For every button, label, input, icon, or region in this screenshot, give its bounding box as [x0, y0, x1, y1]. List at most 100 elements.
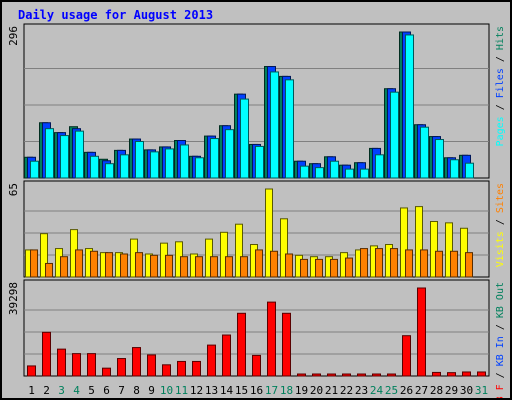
bar-kb-f-day-31: [477, 371, 486, 377]
day-label-26: 26: [400, 384, 413, 397]
bar-pages-day-29: [450, 159, 459, 179]
bar-visits-day-15: [235, 223, 243, 278]
bar-sites-day-30: [465, 252, 473, 278]
day-label-12: 12: [190, 384, 203, 397]
day-label-9: 9: [148, 384, 155, 397]
panel-top-max-label: 296: [7, 26, 20, 46]
bar-sites-day-18: [285, 253, 293, 278]
bar-sites-day-17: [270, 250, 278, 278]
bar-sites-day-8: [135, 252, 143, 278]
bar-pages-day-19: [300, 165, 309, 179]
day-label-8: 8: [133, 384, 140, 397]
bar-sites-day-1: [30, 249, 38, 278]
bar-kb-f-day-25: [387, 373, 396, 377]
bar-sites-day-6: [105, 252, 113, 278]
bar-pages-day-11: [180, 144, 189, 179]
bar-kb-f-day-1: [27, 365, 36, 377]
day-label-11: 11: [175, 384, 188, 397]
bar-kb-f-day-4: [72, 353, 81, 377]
bar-kb-f-day-3: [57, 348, 66, 377]
bar-kb-f-day-19: [297, 373, 306, 377]
bar-pages-day-27: [420, 126, 429, 179]
bar-sites-day-22: [345, 257, 353, 278]
bar-pages-day-13: [210, 138, 219, 179]
bar-kb-f-day-18: [282, 312, 291, 377]
bar-pages-day-22: [345, 168, 354, 179]
bar-pages-day-14: [225, 129, 234, 179]
day-label-3: 3: [58, 384, 65, 397]
bar-pages-day-21: [330, 160, 339, 179]
bar-pages-day-28: [435, 139, 444, 179]
bar-pages-day-24: [375, 154, 384, 179]
panel-bottom-max-label: 39298: [7, 282, 20, 315]
day-label-5: 5: [88, 384, 95, 397]
legend-item: /: [495, 366, 506, 384]
panel-bottom-legend: KB F / KB In / KB Out: [495, 282, 506, 398]
legend-item: /: [495, 98, 506, 116]
bar-kb-f-day-11: [177, 360, 186, 377]
day-label-21: 21: [325, 384, 338, 397]
bar-visits-day-27: [415, 206, 423, 278]
bar-kb-f-day-17: [267, 301, 276, 377]
bar-kb-f-day-5: [87, 353, 96, 377]
bar-sites-day-4: [75, 249, 83, 278]
bar-kb-f-day-9: [147, 354, 156, 377]
bar-pages-day-16: [255, 145, 264, 179]
bar-visits-day-14: [220, 231, 228, 278]
bar-sites-day-13: [210, 256, 218, 278]
bar-pages-day-18: [285, 79, 294, 179]
bar-pages-day-25: [390, 91, 399, 179]
day-label-13: 13: [205, 384, 218, 397]
day-label-1: 1: [28, 384, 35, 397]
day-label-22: 22: [340, 384, 353, 397]
bar-pages-day-6: [105, 163, 114, 179]
day-label-27: 27: [415, 384, 428, 397]
bar-sites-day-23: [360, 248, 368, 278]
bar-sites-day-19: [300, 258, 308, 278]
bar-pages-day-2: [45, 128, 54, 179]
bar-sites-day-2: [45, 262, 53, 278]
bar-sites-day-7: [120, 253, 128, 278]
legend-item: KB Out: [495, 282, 506, 318]
bar-pages-day-9: [150, 151, 159, 179]
bar-visits-day-17: [265, 188, 273, 278]
bar-sites-day-10: [165, 254, 173, 278]
bar-pages-day-23: [360, 168, 369, 179]
bar-pages-day-26: [405, 34, 414, 179]
day-label-16: 16: [250, 384, 263, 397]
day-label-24: 24: [370, 384, 384, 397]
day-label-19: 19: [295, 384, 308, 397]
bar-sites-day-9: [150, 254, 158, 278]
bar-pages-day-15: [240, 98, 249, 179]
panel-middle-legend: Visits / Sites: [495, 183, 506, 267]
bar-kb-f-day-30: [462, 371, 471, 377]
bar-visits-day-29: [445, 222, 453, 278]
bar-kb-f-day-21: [327, 373, 336, 377]
bar-sites-day-15: [240, 256, 248, 278]
day-label-4: 4: [73, 384, 80, 397]
bar-sites-day-21: [330, 258, 338, 278]
bar-sites-day-24: [375, 248, 383, 278]
legend-item: Visits: [495, 231, 506, 267]
bar-kb-f-day-15: [237, 312, 246, 377]
bar-sites-day-26: [405, 249, 413, 278]
day-label-23: 23: [355, 384, 368, 397]
bar-sites-day-20: [315, 258, 323, 278]
day-label-7: 7: [118, 384, 125, 397]
bar-kb-f-day-12: [192, 360, 201, 377]
legend-item: Sites: [495, 183, 506, 213]
bar-pages-day-7: [120, 154, 129, 179]
bar-visits-day-28: [430, 220, 438, 278]
bar-kb-f-day-23: [357, 373, 366, 377]
panel-top-legend: Pages / Files / Hits: [495, 26, 506, 146]
legend-item: KB F: [495, 384, 506, 398]
bar-kb-f-day-7: [117, 358, 126, 377]
bar-sites-day-16: [255, 249, 263, 278]
bar-pages-day-4: [75, 130, 84, 179]
day-label-28: 28: [430, 384, 443, 397]
bar-pages-day-12: [195, 157, 204, 179]
day-label-29: 29: [445, 384, 458, 397]
legend-item: /: [495, 50, 506, 68]
day-label-10: 10: [160, 384, 173, 397]
bar-kb-f-day-16: [252, 354, 261, 377]
